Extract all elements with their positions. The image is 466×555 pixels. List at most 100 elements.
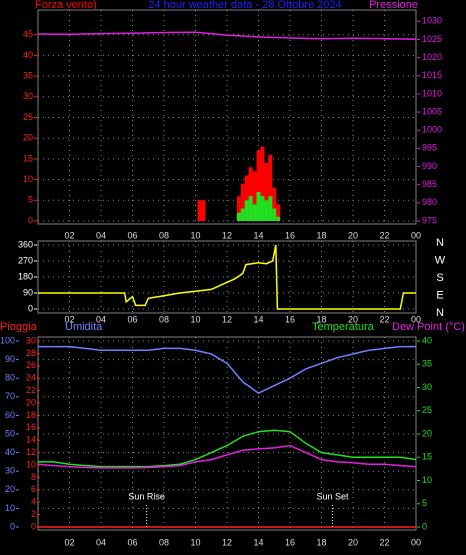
y-tick-label: 50 <box>5 428 15 438</box>
y-tick-label: 1010 <box>422 88 442 98</box>
series-line <box>38 345 416 394</box>
x-tick-label: 12 <box>222 314 232 324</box>
y-tick-label: 30 <box>23 91 33 101</box>
y-tick-label: 90 <box>5 354 15 364</box>
legend-label: Pioggia <box>0 321 38 333</box>
bar <box>248 167 253 221</box>
bar <box>236 212 241 221</box>
y-tick-label: 1025 <box>422 34 442 44</box>
x-tick-label: 04 <box>96 230 106 240</box>
x-tick-label: 22 <box>379 230 389 240</box>
x-tick-label: 16 <box>285 314 295 324</box>
x-tick-label: 16 <box>285 537 295 547</box>
legend-label: Umidita <box>65 321 103 333</box>
x-tick-label: 02 <box>64 314 74 324</box>
series-line <box>37 444 417 469</box>
x-tick-label: 00 <box>411 537 421 547</box>
y-tick-label: 0 <box>28 215 33 225</box>
y-tick-label: 1030 <box>422 16 442 26</box>
annotation-label: Sun Rise <box>128 491 165 501</box>
x-tick-label: 12 <box>222 537 232 547</box>
y-tick-label: 80 <box>5 373 15 383</box>
y-tick-label: 995 <box>422 143 437 153</box>
x-tick-label: 06 <box>127 230 137 240</box>
y-tick-label: 5 <box>28 195 33 205</box>
y-tick-label: 30 <box>5 466 15 476</box>
legend-label: Dew Point (°C) <box>392 321 465 333</box>
y-tick-label: 24 <box>26 373 36 383</box>
x-tick-label: 10 <box>190 314 200 324</box>
y-tick-label: 40 <box>23 50 33 60</box>
compass-label: N <box>436 307 444 319</box>
y-tick-label: 1020 <box>422 52 442 62</box>
bar <box>236 196 241 221</box>
bar <box>272 208 277 221</box>
annotation-label: Sun Set <box>317 491 350 501</box>
y-tick-label: 1005 <box>422 106 442 116</box>
bar <box>268 154 273 221</box>
legend-label: Pressione <box>369 0 418 11</box>
y-tick-label: 5 <box>422 498 427 508</box>
y-tick-label: 60 <box>5 410 15 420</box>
y-tick-label: 30 <box>422 382 432 392</box>
y-tick-label: 2 <box>31 509 36 519</box>
bar <box>252 171 257 221</box>
y-tick-label: 6 <box>31 484 36 494</box>
y-tick-label: 40 <box>5 447 15 457</box>
y-tick-label: 20 <box>5 484 15 494</box>
y-tick-label: 990 <box>422 161 437 171</box>
bar <box>252 204 257 221</box>
bar <box>260 146 265 221</box>
y-tick-label: 14 <box>26 435 36 445</box>
y-tick-label: 100 <box>0 335 15 345</box>
series-line <box>38 429 417 468</box>
bar <box>201 200 206 221</box>
x-tick-label: 04 <box>96 537 106 547</box>
y-tick-label: 270 <box>18 255 33 265</box>
y-tick-label: 20 <box>422 428 432 438</box>
bar <box>244 200 249 221</box>
y-tick-label: 10 <box>5 503 15 513</box>
y-tick-label: 4 <box>31 497 36 507</box>
x-tick-label: 10 <box>190 230 200 240</box>
x-tick-label: 10 <box>190 537 200 547</box>
y-tick-label: 25 <box>23 112 33 122</box>
bar <box>256 150 261 221</box>
chart-title: 24 hour weather data - 28 Ottobre 2024 <box>148 0 341 11</box>
x-tick-label: 22 <box>379 537 389 547</box>
x-tick-label: 14 <box>253 314 263 324</box>
x-tick-label: 08 <box>159 230 169 240</box>
y-tick-label: 985 <box>422 179 437 189</box>
y-tick-label: 18 <box>26 410 36 420</box>
y-tick-label: 10 <box>422 475 432 485</box>
y-tick-label: 0 <box>10 521 15 531</box>
y-tick-label: 0 <box>28 303 33 313</box>
series-line <box>37 31 417 40</box>
y-tick-label: 35 <box>23 70 33 80</box>
y-tick-label: 12 <box>26 447 36 457</box>
x-tick-label: 02 <box>64 230 74 240</box>
bar <box>256 192 261 221</box>
y-tick-label: 26 <box>26 360 36 370</box>
y-tick-label: 20 <box>23 133 33 143</box>
y-tick-label: 16 <box>26 422 36 432</box>
x-tick-label: 20 <box>348 314 358 324</box>
x-tick-label: 16 <box>285 230 295 240</box>
bar <box>260 196 265 221</box>
compass-label: S <box>436 272 443 284</box>
y-tick-label: 70 <box>5 391 15 401</box>
y-tick-label: 28 <box>26 348 36 358</box>
x-tick-label: 04 <box>96 314 106 324</box>
y-tick-label: 10 <box>26 459 36 469</box>
x-tick-label: 06 <box>127 537 137 547</box>
compass-label: N <box>436 237 444 249</box>
x-tick-label: 12 <box>222 230 232 240</box>
legend-label: Forza vento) <box>35 0 97 11</box>
bar <box>248 196 253 221</box>
x-tick-label: 22 <box>379 314 389 324</box>
y-tick-label: 40 <box>422 335 432 345</box>
bar <box>240 183 245 221</box>
compass-label: W <box>435 254 446 266</box>
y-tick-label: 0 <box>31 521 36 531</box>
